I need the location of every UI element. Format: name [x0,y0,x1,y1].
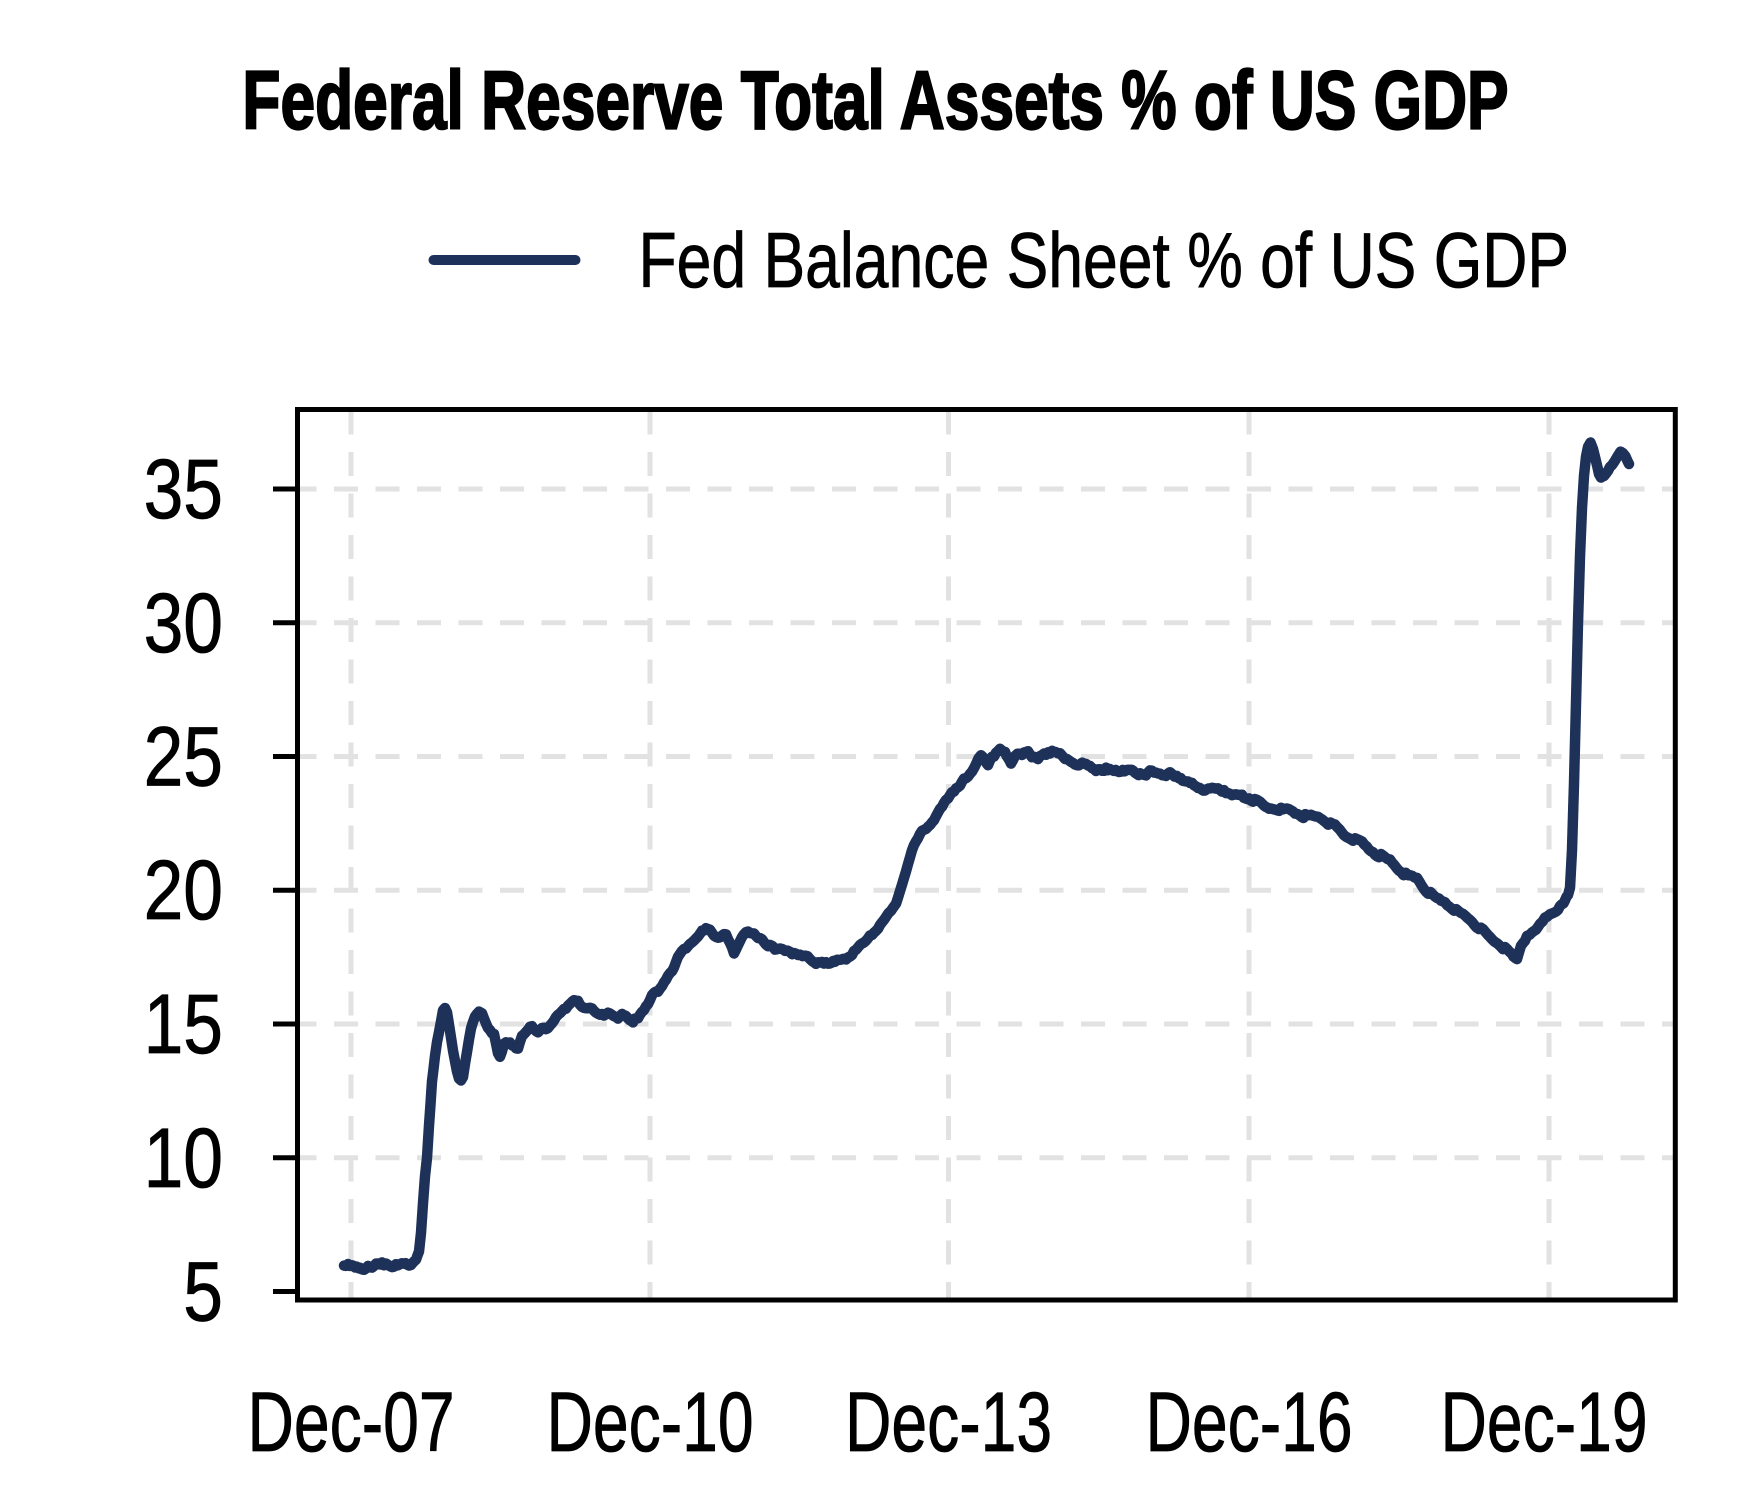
svg-text:15: 15 [144,976,223,1071]
svg-text:Dec-10: Dec-10 [546,1375,753,1469]
svg-text:Dec-13: Dec-13 [845,1375,1052,1469]
svg-text:20: 20 [144,843,223,938]
svg-text:30: 30 [144,575,223,670]
svg-text:Dec-07: Dec-07 [247,1375,454,1469]
svg-text:Dec-19: Dec-19 [1440,1375,1647,1469]
svg-text:Fed Balance Sheet % of US GDP: Fed Balance Sheet % of US GDP [639,216,1570,303]
svg-text:10: 10 [144,1110,223,1205]
svg-text:Dec-16: Dec-16 [1145,1375,1352,1469]
svg-text:35: 35 [144,441,223,536]
svg-text:25: 25 [144,709,223,804]
svg-text:Federal Reserve Total Assets %: Federal Reserve Total Assets % of US GDP [242,54,1508,147]
svg-text:5: 5 [183,1244,223,1339]
